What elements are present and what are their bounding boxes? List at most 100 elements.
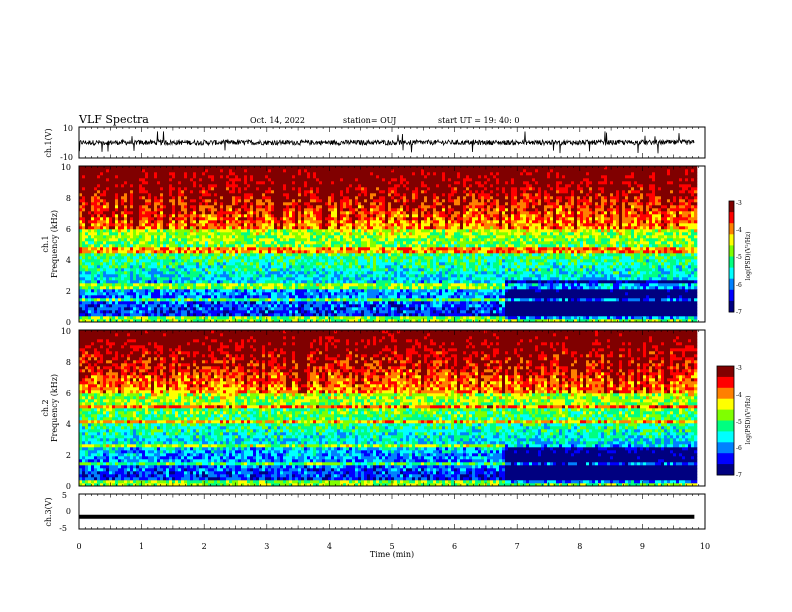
spectrogram-cell [133, 283, 137, 287]
spectrogram-cell [133, 226, 137, 230]
spectrogram-cell [190, 205, 194, 209]
spectrogram-cell [112, 319, 116, 323]
spectrogram-cell [172, 304, 176, 308]
spectrogram-cell [301, 184, 305, 188]
spectrogram-cell [196, 229, 200, 233]
spectrogram-cell [268, 223, 272, 227]
spectrogram-cell [313, 286, 317, 290]
spectrogram-cell [85, 238, 89, 242]
spectrogram-cell [250, 184, 254, 188]
spectrogram-cell [346, 307, 350, 311]
spectrogram-cell [349, 172, 353, 176]
spectrogram-cell [124, 223, 128, 227]
spectrogram-cell [82, 220, 86, 224]
spectrogram-cell [244, 250, 248, 254]
spectrogram-cell [85, 226, 89, 230]
spectrogram-cell [262, 244, 266, 248]
spectrogram-cell [121, 193, 125, 197]
spectrogram-cell [280, 178, 284, 182]
spectrogram-cell [280, 283, 284, 287]
spectrogram-cell [100, 250, 104, 254]
spectrogram-cell [316, 238, 320, 242]
spectrogram-cell [142, 199, 146, 203]
spectrogram-cell [328, 289, 332, 293]
spectrogram-cell [226, 166, 230, 170]
spectrogram-cell [250, 235, 254, 239]
spectrogram-cell [331, 193, 335, 197]
spectrogram-cell [265, 265, 269, 269]
spectrogram-cell [301, 208, 305, 212]
spectrogram-cell [295, 292, 299, 296]
spectrogram-cell [163, 178, 167, 182]
spectrogram-cell [100, 211, 104, 215]
spectrogram-cell [136, 178, 140, 182]
spectrogram-cell [118, 184, 122, 188]
spectrogram-cell [151, 235, 155, 239]
spectrogram-cell [316, 178, 320, 182]
spectrogram-cell [148, 166, 152, 170]
spectrogram-cell [196, 250, 200, 254]
spectrogram-cell [145, 205, 149, 209]
spectrogram-cell [97, 286, 101, 290]
spectrogram-cell [283, 298, 287, 302]
spectrogram-cell [100, 175, 104, 179]
spectrogram-cell [145, 286, 149, 290]
spectrogram-cell [205, 316, 209, 320]
spectrogram-cell [205, 244, 209, 248]
spectrogram-cell [340, 307, 344, 311]
spectrogram-cell [334, 292, 338, 296]
spectrogram-cell [292, 211, 296, 215]
spectrogram-cell [295, 313, 299, 317]
spectrogram-cell [349, 316, 353, 320]
spectrogram-cell [325, 295, 329, 299]
spectrogram-cell [292, 196, 296, 200]
spectrogram-cell [232, 175, 236, 179]
spectrogram-cell [106, 271, 110, 275]
spectrogram-cell [340, 229, 344, 233]
spectrogram-cell [112, 268, 116, 272]
spectrogram-cell [85, 304, 89, 308]
spectrogram-cell [244, 193, 248, 197]
spectrogram-cell [226, 181, 230, 185]
spectrogram-cell [142, 235, 146, 239]
spectrogram-cell [85, 274, 89, 278]
spectrogram-cell [298, 199, 302, 203]
spectrogram-cell [304, 289, 308, 293]
spectrogram-cell [142, 178, 146, 182]
spectrogram-cell [241, 274, 245, 278]
spectrogram-cell [325, 289, 329, 293]
spectrogram-cell [334, 187, 338, 191]
spectrogram-cell [145, 250, 149, 254]
spectrogram-cell [91, 190, 95, 194]
spectrogram-cell [145, 307, 149, 311]
spectrogram-cell [193, 247, 197, 251]
spectrogram-cell [103, 229, 107, 233]
spectrogram-cell [268, 241, 272, 245]
spectrogram-cell [313, 217, 317, 221]
spectrogram-cell [121, 220, 125, 224]
spectrogram-cell [82, 301, 86, 305]
spectrogram-cell [154, 205, 158, 209]
spectrogram-cell [124, 238, 128, 242]
spectrogram-cell [178, 205, 182, 209]
spectrogram-cell [91, 226, 95, 230]
spectrogram-cell [289, 244, 293, 248]
spectrogram-cell [166, 205, 170, 209]
spectrogram-cell [91, 178, 95, 182]
spectrogram-cell [184, 235, 188, 239]
spectrogram-cell [214, 178, 218, 182]
spectrogram-cell [85, 220, 89, 224]
spectrogram-cell [262, 262, 266, 266]
spectrogram-cell [157, 166, 161, 170]
spectrogram-cell [256, 181, 260, 185]
spectrogram-cell [325, 304, 329, 308]
spectrogram-cell [277, 319, 281, 323]
spectrogram-cell [157, 169, 161, 173]
spectrogram-cell [94, 199, 98, 203]
spectrogram-cell [241, 283, 245, 287]
spectrogram-cell [190, 178, 194, 182]
spectrogram-cell [91, 232, 95, 236]
spectrogram-cell [178, 220, 182, 224]
spectrogram-cell [289, 256, 293, 260]
spectrogram-cell [352, 310, 356, 314]
